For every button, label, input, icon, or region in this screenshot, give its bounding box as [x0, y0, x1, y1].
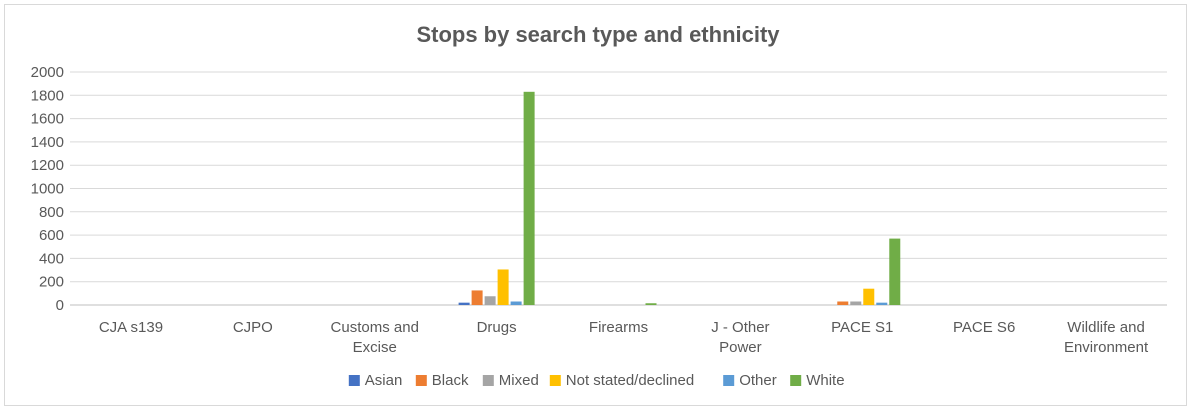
bar — [837, 301, 849, 305]
y-tick-label: 0 — [56, 297, 64, 314]
chart-container: Stops by search type and ethnicity 0 200 4… — [4, 4, 1187, 406]
y-tick-label: 200 — [39, 274, 64, 291]
x-category-label: Wildlife and — [1067, 319, 1145, 336]
legend-label: Other — [739, 372, 777, 389]
x-category-label: PACE S6 — [953, 319, 1015, 336]
y-tick-label: 1800 — [31, 87, 64, 104]
legend-label: Asian — [365, 372, 403, 389]
legend-swatch — [790, 375, 802, 386]
x-category-label: Environment — [1064, 339, 1149, 356]
legend-label: Not stated/declined — [566, 372, 694, 389]
bar — [471, 290, 483, 305]
bars — [458, 91, 901, 306]
legend-label: White — [806, 372, 844, 389]
bar — [497, 269, 509, 305]
x-category-label: PACE S1 — [831, 319, 893, 336]
y-tick-label: 1600 — [31, 111, 64, 128]
y-tick-label: 600 — [39, 227, 64, 244]
bar — [889, 238, 901, 305]
bar — [850, 301, 862, 305]
y-axis-ticks: 0 200 400 600 800 1000 1200 1400 1600 1800 2000 — [31, 64, 64, 314]
legend-swatch — [348, 375, 360, 386]
bar — [645, 303, 657, 305]
bar-chart: Stops by search type and ethnicity 0 200 4… — [31, 22, 1167, 389]
x-category-label: Excise — [353, 339, 397, 356]
legend-swatch — [415, 375, 427, 386]
y-tick-label: 2000 — [31, 64, 64, 81]
legend-label: Black — [432, 372, 469, 389]
x-axis-categories: CJA s139 CJPO Customs and Excise Drugs Firear… — [99, 319, 1149, 356]
y-tick-label: 1400 — [31, 134, 64, 151]
bar — [510, 301, 522, 305]
bar — [523, 91, 535, 306]
gridlines — [70, 71, 1167, 306]
bar — [484, 296, 496, 305]
legend-label: Mixed — [499, 372, 539, 389]
x-category-label: Drugs — [477, 319, 517, 336]
legend: Asian Black Mixed Not stated/declined Other W… — [348, 372, 845, 389]
x-category-label: CJA s139 — [99, 319, 163, 336]
legend-swatch — [482, 375, 494, 386]
x-category-label: CJPO — [233, 319, 273, 336]
bar — [458, 302, 470, 305]
x-category-label: Firearms — [589, 319, 648, 336]
chart-title: Stops by search type and ethnicity — [416, 22, 780, 47]
y-tick-label: 1000 — [31, 181, 64, 198]
bar — [863, 288, 875, 305]
y-tick-label: 1200 — [31, 157, 64, 174]
bar — [876, 302, 888, 305]
y-tick-label: 400 — [39, 250, 64, 267]
legend-swatch — [723, 375, 735, 386]
x-category-label: Customs and — [331, 319, 419, 336]
y-tick-label: 800 — [39, 204, 64, 221]
legend-swatch — [549, 375, 561, 386]
x-category-label: J - Other — [711, 319, 769, 336]
x-category-label: Power — [719, 339, 762, 356]
